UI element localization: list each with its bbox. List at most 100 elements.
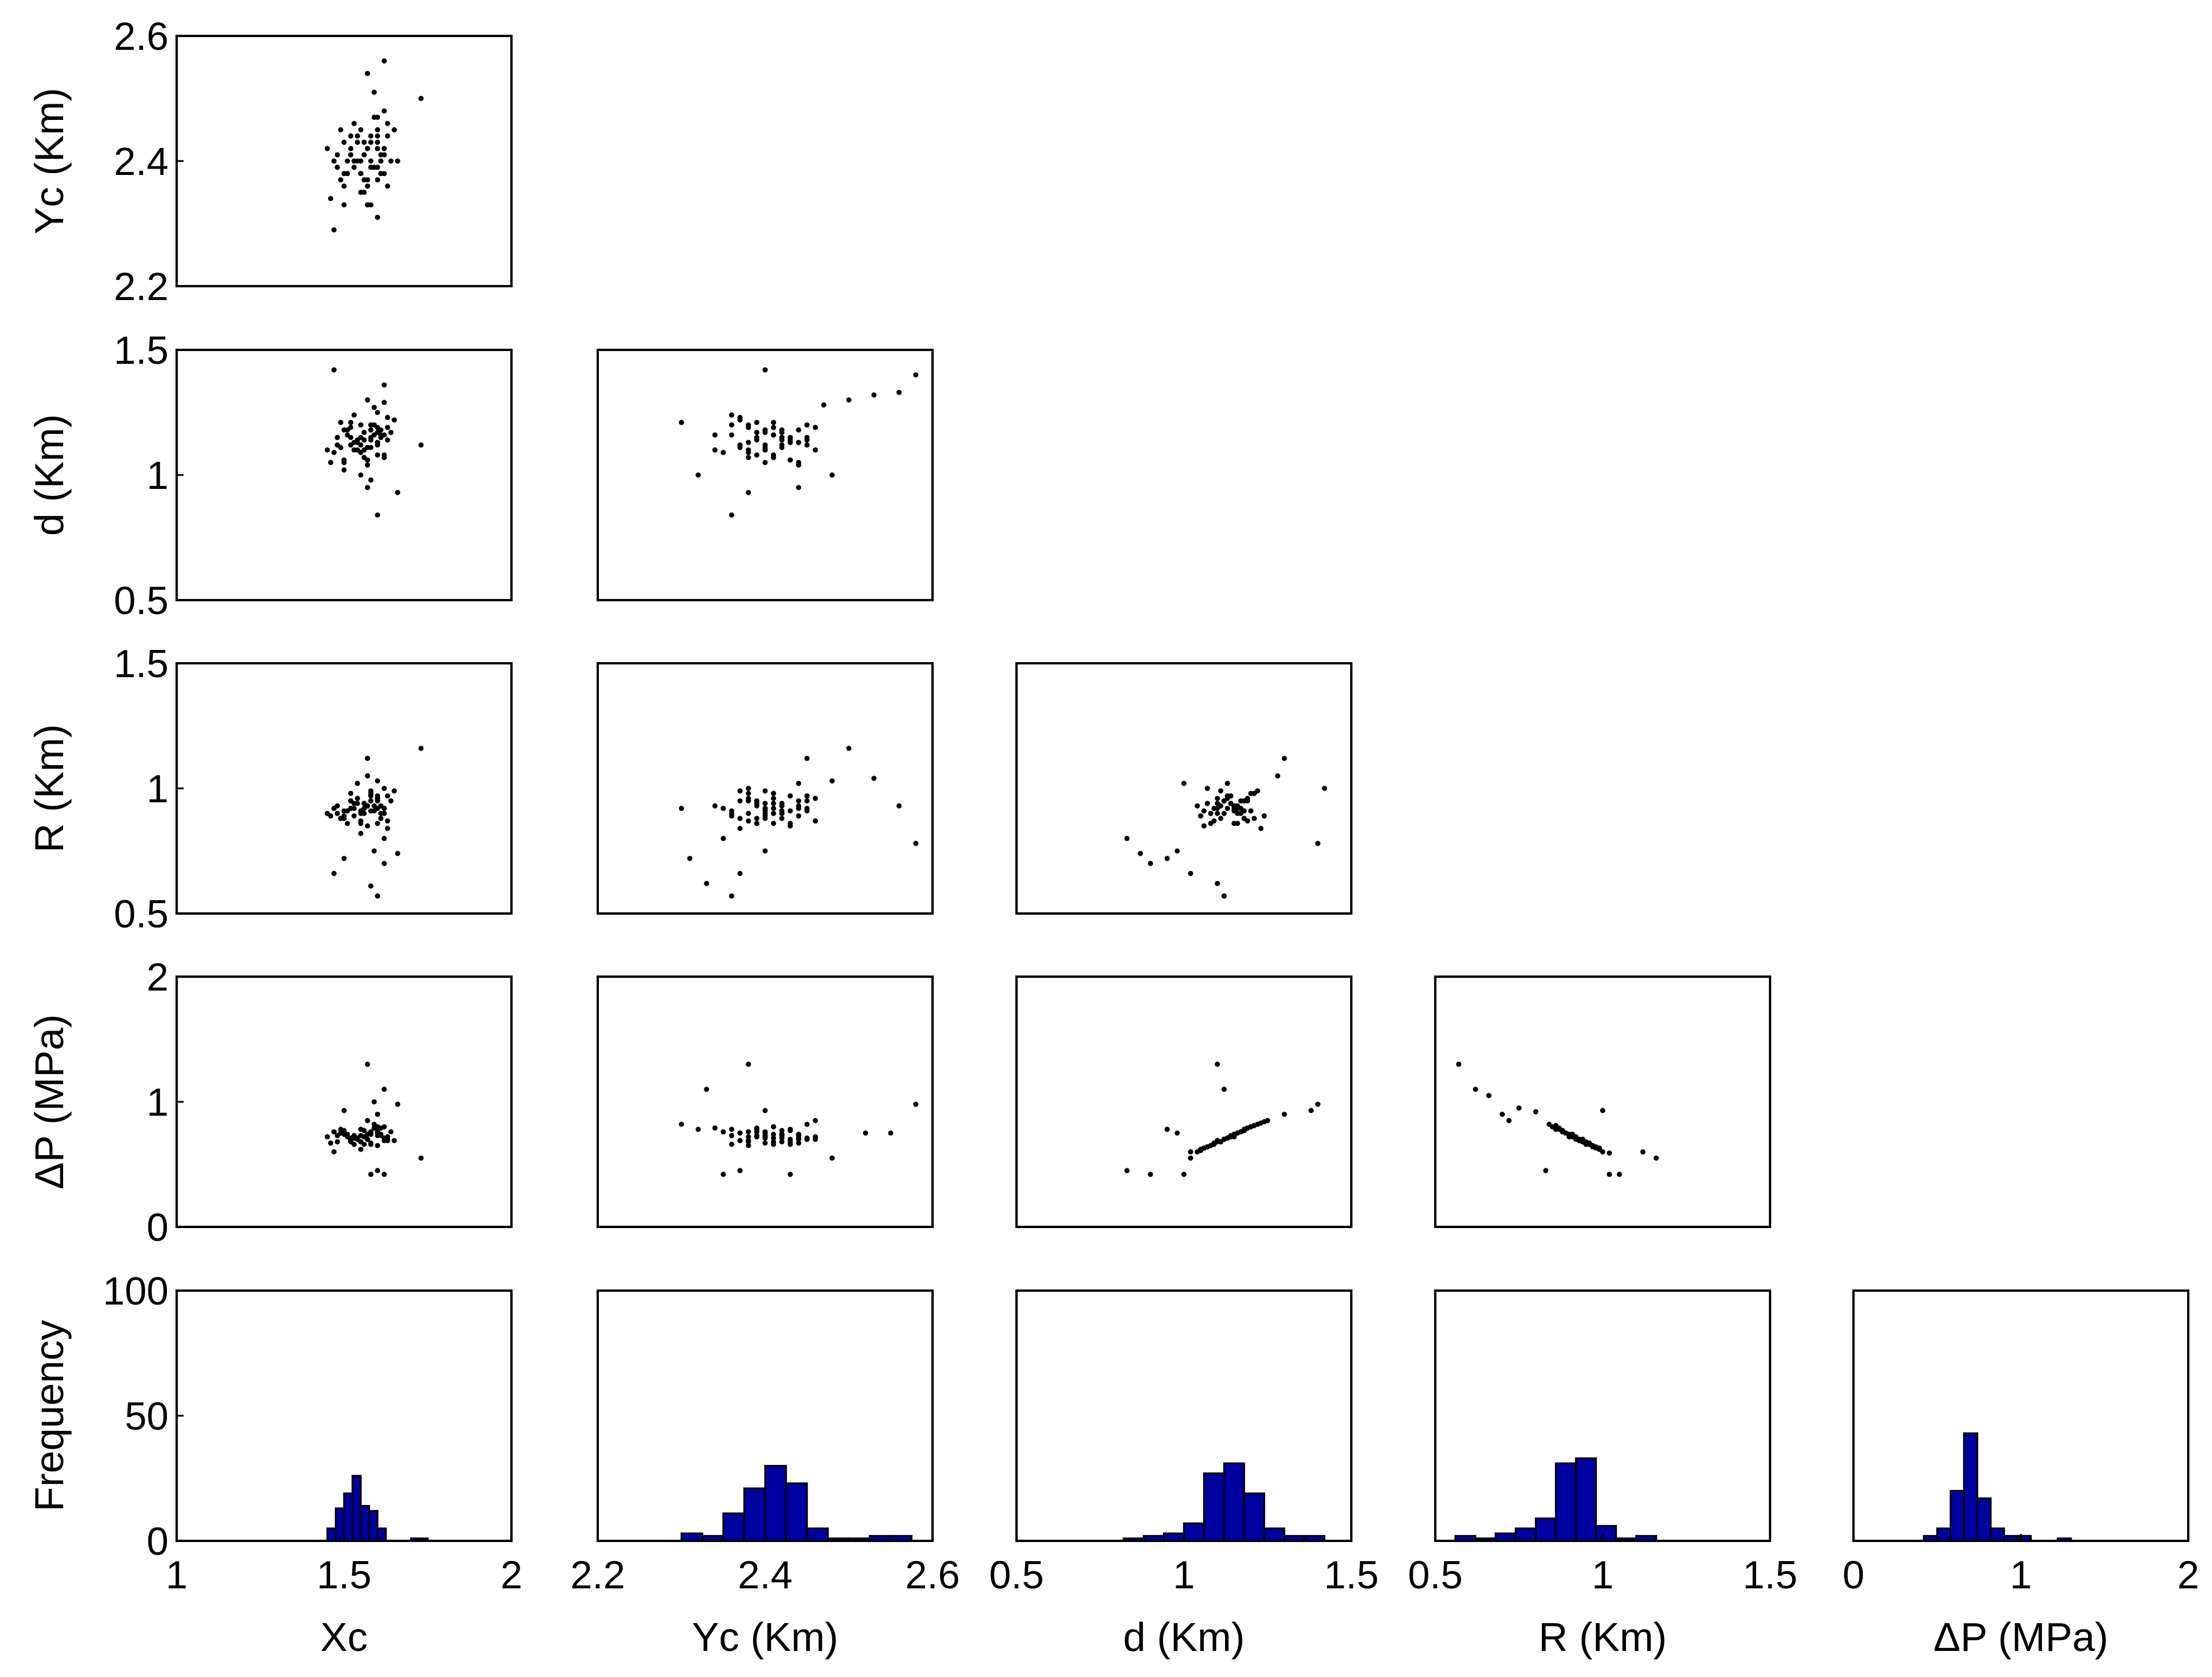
- data-point: [334, 434, 340, 440]
- data-point: [754, 1134, 760, 1139]
- data-point: [388, 798, 394, 804]
- data-point: [375, 778, 381, 784]
- data-point: [368, 798, 374, 804]
- data-point: [745, 440, 751, 445]
- data-point: [1208, 810, 1213, 816]
- data-point: [368, 1140, 374, 1146]
- data-point: [1204, 1144, 1210, 1150]
- data-point: [1456, 1061, 1461, 1067]
- data-point: [745, 489, 751, 495]
- data-point: [375, 410, 381, 415]
- data-point: [762, 1129, 768, 1135]
- data-point: [375, 452, 381, 458]
- data-point: [1607, 1171, 1613, 1177]
- data-point: [762, 459, 768, 465]
- data-point: [351, 813, 357, 819]
- data-point: [385, 793, 390, 799]
- y-axis-label: ΔP (MPa): [27, 1014, 72, 1189]
- data-point: [787, 440, 793, 445]
- data-point: [341, 856, 347, 861]
- data-point: [712, 432, 718, 438]
- data-point: [388, 430, 394, 436]
- data-point: [745, 791, 751, 797]
- data-point: [371, 404, 377, 410]
- data-point: [1583, 1141, 1589, 1147]
- data-point: [1607, 1150, 1613, 1156]
- histogram-bar: [722, 1512, 745, 1542]
- histogram-bar: [1936, 1527, 1952, 1542]
- x-tick-label: 1: [1173, 1553, 1195, 1597]
- data-point: [381, 1171, 387, 1177]
- data-point: [737, 871, 743, 876]
- data-point: [804, 1137, 810, 1142]
- data-point: [1138, 850, 1143, 856]
- data-point: [1231, 808, 1237, 814]
- data-point: [385, 1137, 390, 1142]
- data-point: [358, 810, 364, 816]
- histogram-bar: [343, 1492, 353, 1542]
- plot-area-p41: [597, 975, 934, 1228]
- data-point: [331, 367, 337, 373]
- histogram-bar: [743, 1487, 766, 1542]
- x-tick-label: 1.5: [1743, 1553, 1798, 1597]
- data-point: [381, 382, 387, 388]
- data-point: [381, 452, 387, 458]
- data-point: [846, 746, 851, 751]
- x-axis-label: d (Km): [1123, 1614, 1245, 1660]
- x-tick-label: 2.6: [905, 1553, 960, 1597]
- data-point: [331, 1129, 337, 1135]
- data-point: [829, 1155, 835, 1161]
- data-point: [364, 444, 370, 450]
- data-point: [745, 1061, 751, 1067]
- data-point: [754, 452, 760, 458]
- data-point: [392, 788, 397, 794]
- histogram-bar: [1123, 1537, 1145, 1542]
- histogram-bar: [2057, 1537, 2072, 1542]
- data-point: [1215, 795, 1220, 801]
- data-point: [358, 171, 364, 177]
- data-point: [341, 202, 347, 208]
- data-point: [354, 133, 360, 139]
- x-axis-label: Xc: [320, 1614, 368, 1660]
- data-point: [796, 462, 802, 468]
- data-point: [331, 871, 337, 876]
- data-point: [745, 1138, 751, 1143]
- data-point: [1218, 1139, 1224, 1145]
- data-point: [1215, 1061, 1220, 1067]
- data-point: [1265, 1117, 1270, 1123]
- data-point: [338, 127, 343, 133]
- histogram-bar: [890, 1534, 913, 1542]
- data-point: [418, 96, 424, 101]
- data-point: [358, 127, 364, 133]
- data-point: [378, 158, 384, 164]
- data-point: [368, 434, 374, 440]
- histogram-bar: [368, 1510, 379, 1542]
- data-point: [378, 810, 384, 816]
- data-point: [787, 1139, 793, 1145]
- data-point: [381, 861, 387, 867]
- data-point: [1181, 1171, 1187, 1177]
- data-point: [381, 108, 387, 114]
- data-point: [762, 430, 768, 436]
- data-point: [1164, 856, 1170, 861]
- histogram-bar: [1223, 1462, 1245, 1542]
- data-point: [762, 1108, 768, 1113]
- data-point: [1231, 1132, 1237, 1138]
- data-point: [779, 803, 785, 809]
- data-point: [1472, 1086, 1478, 1092]
- data-point: [1560, 1128, 1566, 1134]
- data-point: [1245, 798, 1251, 804]
- data-point: [1174, 848, 1180, 854]
- data-point: [375, 442, 381, 448]
- histogram-bar: [418, 1537, 429, 1542]
- data-point: [1516, 1105, 1522, 1111]
- y-tick-label: 0: [147, 1519, 169, 1563]
- data-point: [348, 1138, 354, 1143]
- x-tick-label: 1: [2010, 1553, 2032, 1597]
- data-point: [375, 214, 381, 220]
- y-axis-label: Yc (Km): [27, 88, 72, 235]
- data-point: [787, 1128, 793, 1134]
- plot-area-p43: [1434, 975, 1771, 1228]
- panel-h3: 0.5 1 1.5 R (Km): [1408, 1289, 1798, 1660]
- histogram-bar: [1990, 1527, 2005, 1542]
